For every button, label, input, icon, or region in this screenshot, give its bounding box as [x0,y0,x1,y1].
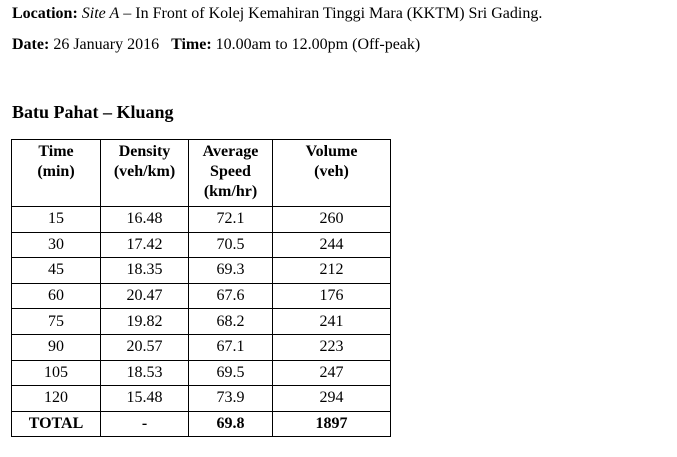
cell: 60 [11,282,101,310]
cell: 20.57 [100,333,189,361]
table-row: 30 17.42 70.5 244 [11,231,391,259]
header-cell: Volume (veh) [272,139,391,207]
time-value: 10.00am to 12.00pm (Off-peak) [215,36,421,53]
cell: 15 [11,206,101,233]
cell: 294 [272,385,391,412]
header-text: (min) [37,163,75,180]
date-line: Date: 26 January 2016 Time: 10.00am to 1… [12,36,420,54]
header-text: Density [118,143,171,160]
date-value: 26 January 2016 [53,36,160,53]
section-title: Batu Pahat – Kluang [12,102,174,122]
cell: 241 [272,308,391,335]
site: Site A [81,5,120,22]
cell: 90 [11,333,101,361]
cell: 67.6 [188,282,273,310]
cell: 223 [272,333,391,361]
location-text: – In Front of Kolej Kemahiran Tinggi Mar… [123,5,543,22]
table-row: 90 20.57 67.1 223 [11,333,391,361]
table-row: 105 18.53 69.5 247 [11,359,391,387]
cell: 75 [11,308,101,335]
total-cell: 1897 [272,410,391,438]
cell: 212 [272,257,391,284]
header-cell: Time (min) [11,139,101,207]
cell: 244 [272,231,391,259]
cell: 176 [272,282,391,310]
cell: 105 [11,359,101,387]
header-text: Average [202,143,259,160]
header-cell: Average Speed (km/hr) [188,139,273,207]
table-row: 120 15.48 73.9 294 [11,385,391,412]
cell: 18.53 [100,359,189,387]
header-text: (veh/km) [113,163,176,180]
header-text: (km/hr) [203,183,258,200]
header-row: Time (min) Density (veh/km) Average Speed (km/… [11,139,391,207]
cell: 73.9 [188,385,273,412]
total-cell: - [100,410,189,438]
cell: 16.48 [100,206,189,233]
total-cell: 69.8 [188,410,273,438]
table-row: 75 19.82 68.2 241 [11,308,391,335]
cell: 247 [272,359,391,387]
cell: 15.48 [100,385,189,412]
cell: 20.47 [100,282,189,310]
cell: 45 [11,257,101,284]
location-line: Location: Site A – In Front of Kolej Kem… [12,5,542,23]
total-row: TOTAL -69.8 1897 [11,410,391,438]
cell: 70.5 [188,231,273,259]
cell: 68.2 [188,308,273,335]
cell: 19.82 [100,308,189,335]
header-text: Speed [210,163,251,180]
time-label: Time: [171,36,212,53]
table-row: 15 16.48 72.1 260 [11,206,391,233]
header-text: Volume [305,143,358,160]
cell: 30 [11,231,101,259]
table-row: 60 20.47 67.6 176 [11,282,391,310]
table-row: 45 18.35 69.3 212 [11,257,391,284]
location-label: Location: [12,5,78,22]
date-label: Date: [12,36,50,53]
cell: 18.35 [100,257,189,284]
cell: 120 [11,385,101,412]
header-cell: Density (veh/km) [100,139,189,207]
cell: 72.1 [188,206,273,233]
table-body: 15 16.48 72.1 260 30 17.42 70.5 244 45 18.35 69.3 2… [11,206,391,438]
cell: 17.42 [100,231,189,259]
cell: 69.3 [188,257,273,284]
data-table: Time (min) Density (veh/km) Average Speed (km/… [11,139,391,438]
cell: 67.1 [188,333,273,361]
header-text: Time [38,143,74,160]
header-text: (veh) [314,163,349,180]
cell: 69.5 [188,359,273,387]
cell: 260 [272,206,391,233]
total-cell: TOTAL [11,410,101,438]
